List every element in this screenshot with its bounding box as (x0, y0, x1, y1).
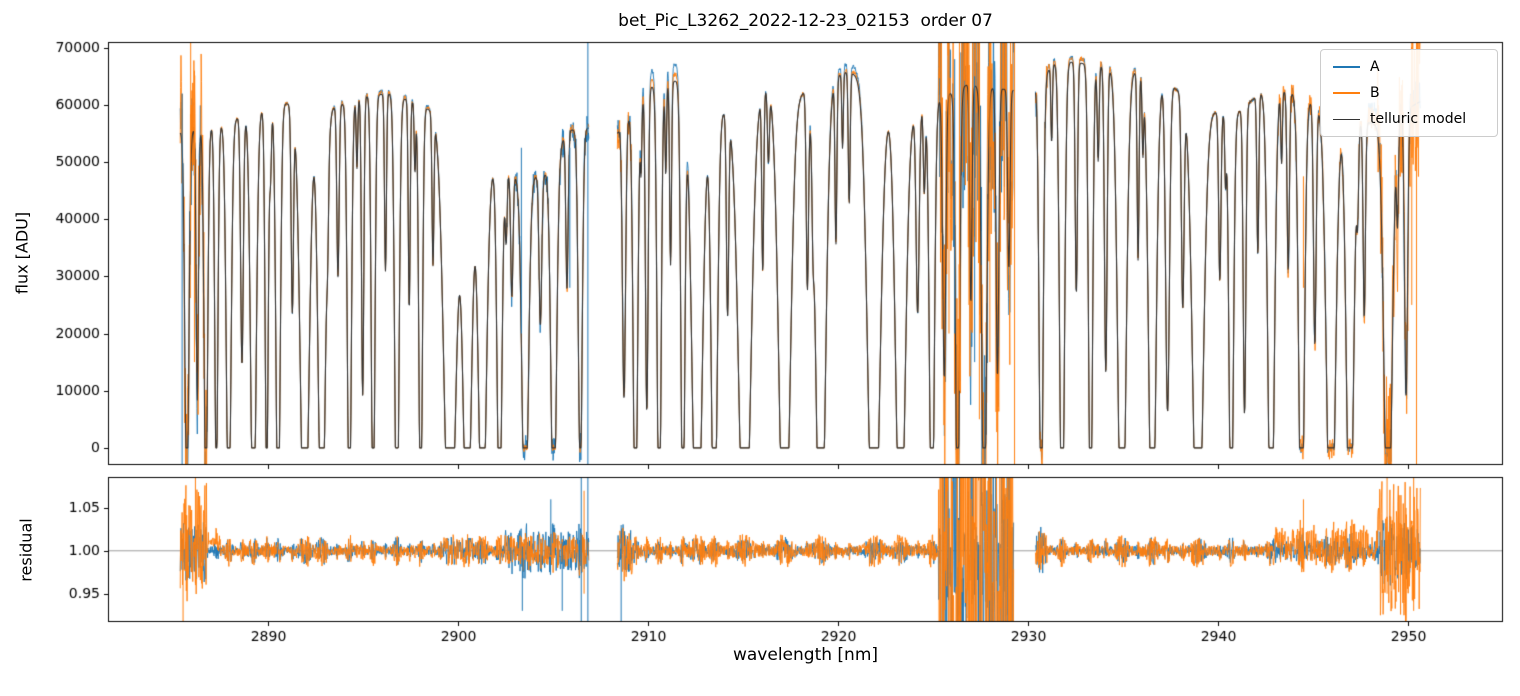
legend-label-b: B (1370, 85, 1380, 101)
legend-item-b: B (1333, 85, 1485, 101)
flux-axis-label: flux [ADU] (12, 211, 32, 295)
legend-line-telluric-model-icon (1333, 118, 1360, 120)
legend-line-a-icon (1333, 66, 1360, 68)
wavelength-axis-label: wavelength [nm] (732, 645, 879, 665)
legend: A B telluric model (1320, 49, 1498, 137)
plot-title: bet_Pic_L3262_2022-12-23_02153 order 07 (618, 11, 993, 31)
residual-axis-label: residual (16, 518, 36, 582)
legend-line-b-icon (1333, 92, 1360, 94)
legend-label-telluric-model: telluric model (1370, 111, 1467, 127)
legend-item-telluric-model: telluric model (1333, 111, 1485, 127)
legend-label-a: A (1370, 59, 1380, 75)
legend-item-a: A (1333, 59, 1485, 75)
